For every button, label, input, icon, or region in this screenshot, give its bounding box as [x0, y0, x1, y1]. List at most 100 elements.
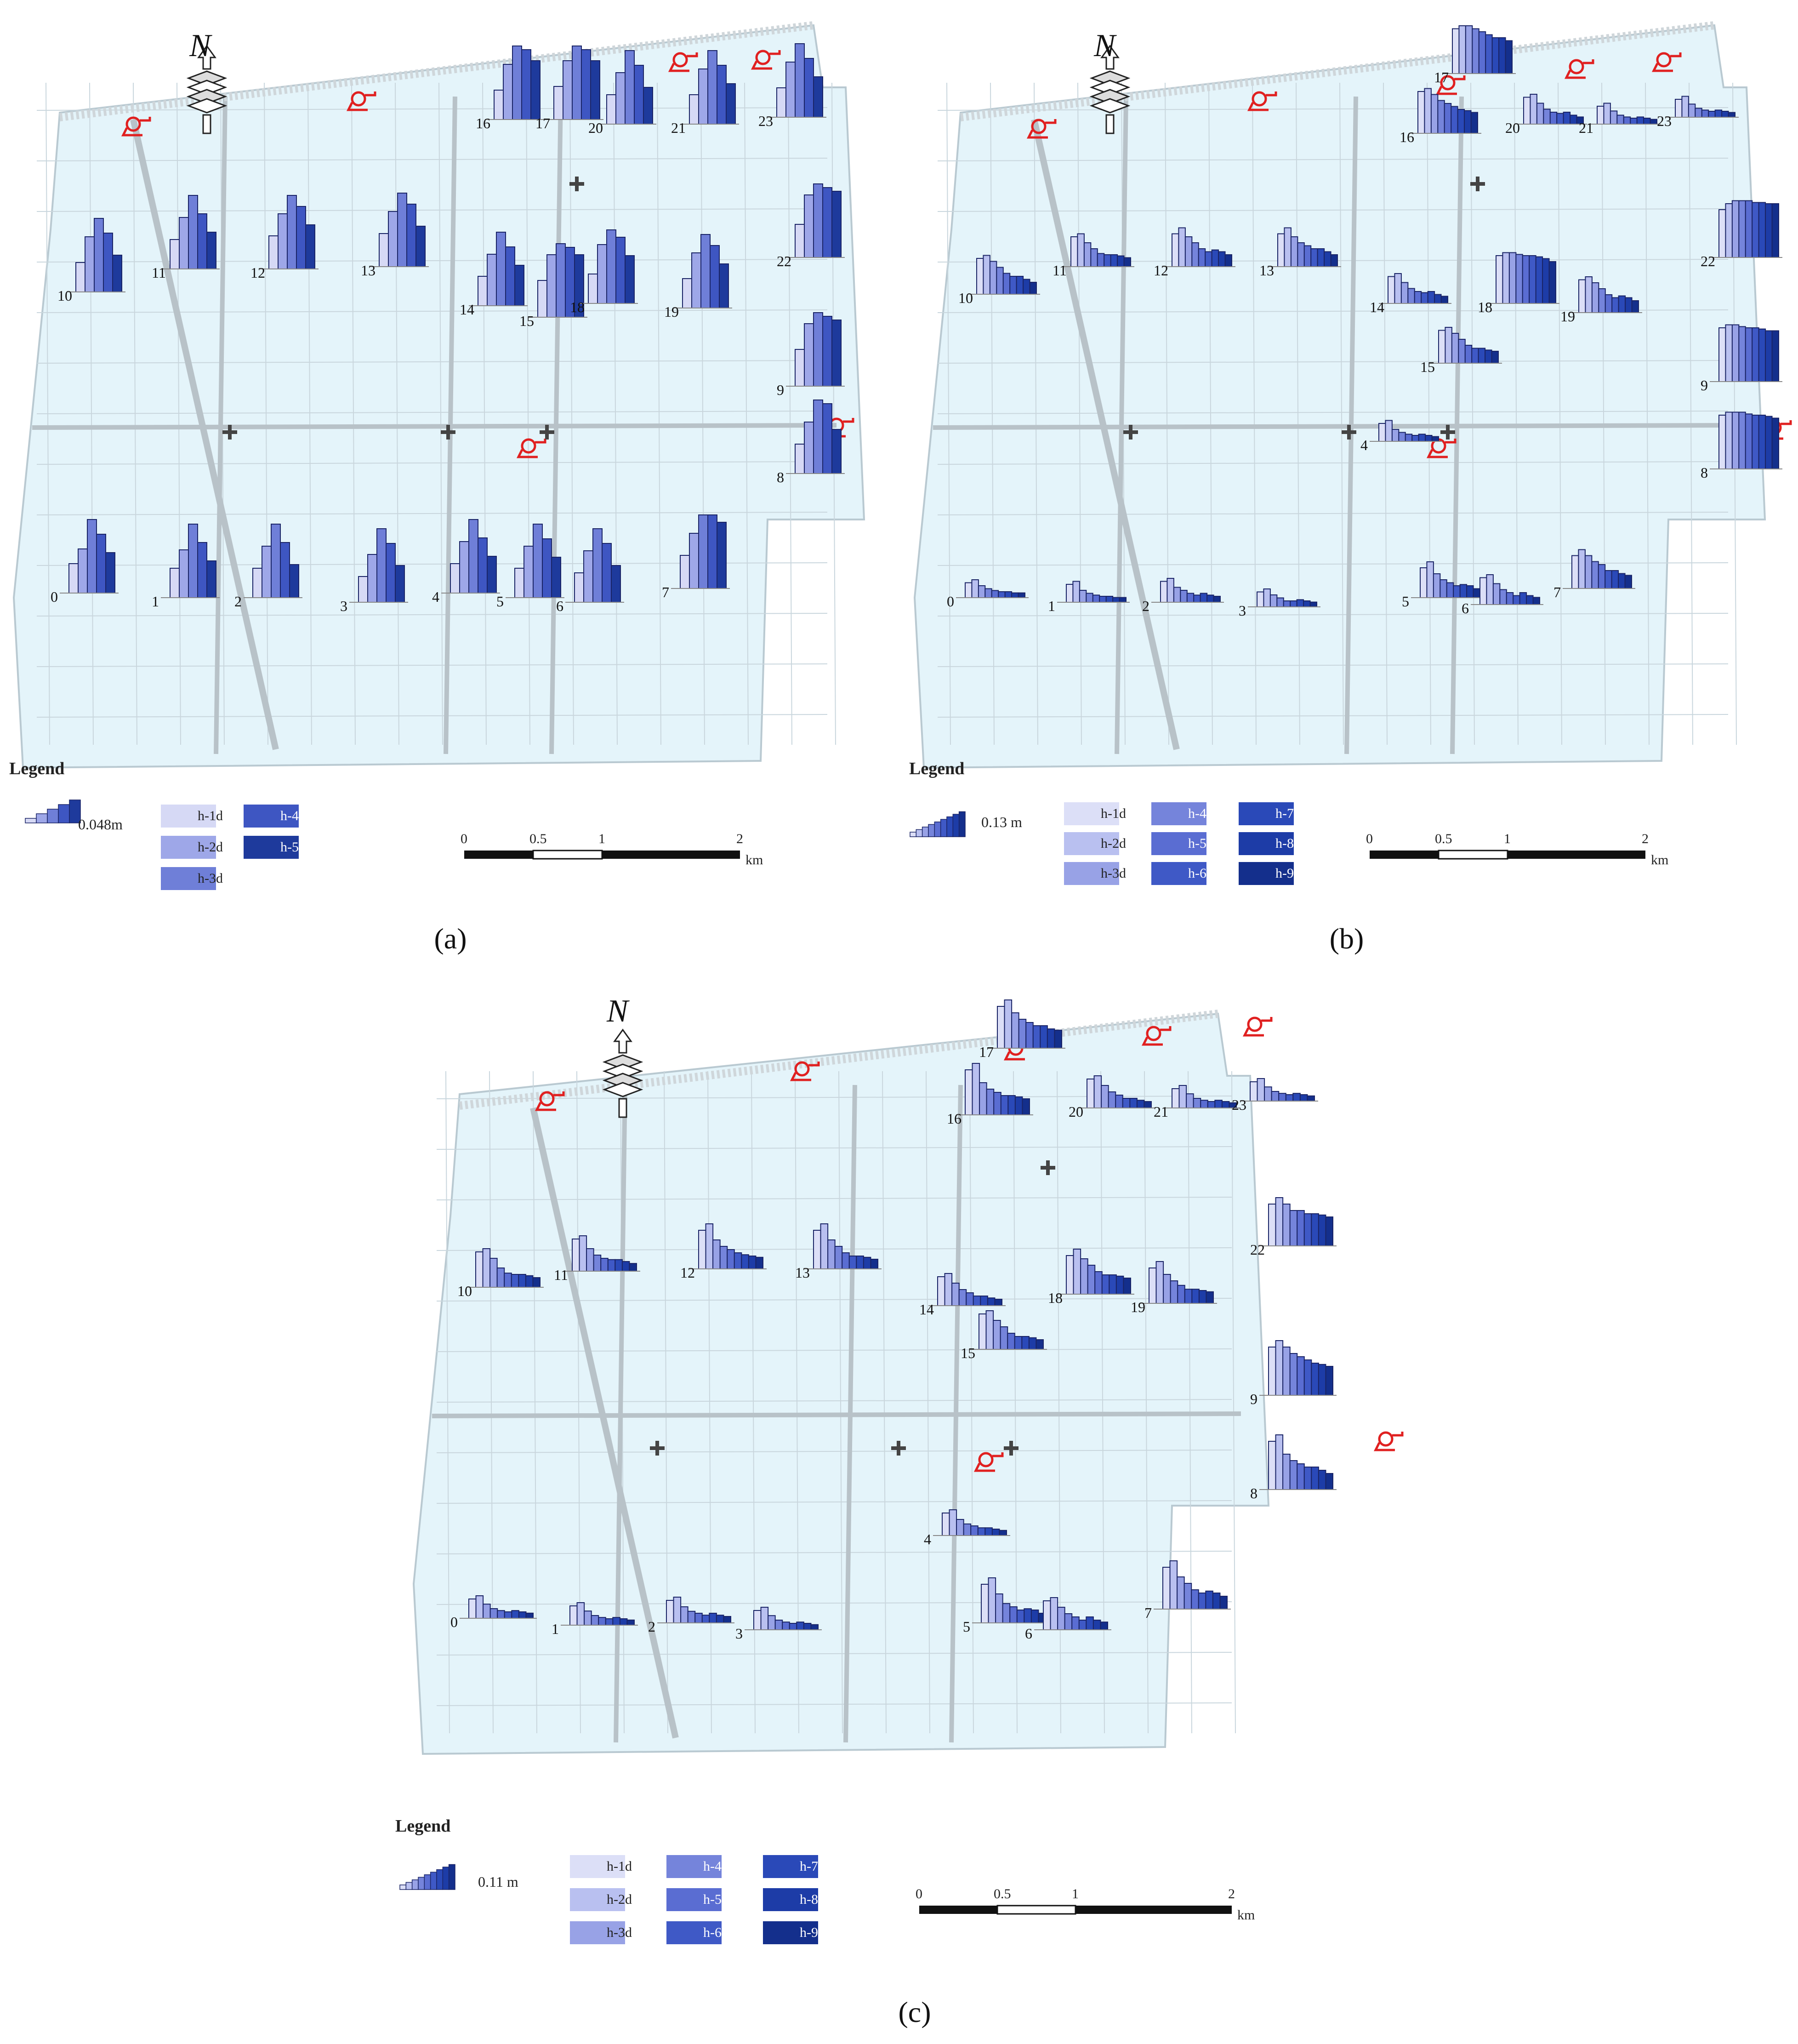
crossroad-marker-icon	[650, 1441, 665, 1456]
station-bar	[1078, 1620, 1087, 1630]
station-label: 16	[476, 115, 490, 131]
station-bar	[782, 1621, 790, 1630]
station-bar	[1101, 1085, 1109, 1108]
station-bar	[1109, 1274, 1117, 1295]
station-bar	[112, 255, 122, 292]
crossroad-marker-icon	[1470, 177, 1485, 191]
station-bar	[1284, 227, 1292, 267]
station-bar	[1073, 1249, 1081, 1295]
crossroad-marker-icon	[222, 425, 237, 440]
station-label: 8	[1701, 464, 1708, 481]
station-bar	[1282, 1204, 1291, 1246]
station-bar	[1191, 1289, 1200, 1304]
station-bar	[598, 1617, 606, 1626]
station-bar	[842, 1252, 850, 1269]
station-bar	[813, 312, 823, 387]
station-bar	[602, 543, 612, 603]
station-bar	[1018, 1019, 1027, 1049]
station-bar	[1618, 573, 1626, 589]
station-bar	[482, 1248, 491, 1288]
station-bar	[1505, 40, 1513, 74]
station-bar	[1388, 276, 1395, 304]
field-line	[436, 1500, 1232, 1504]
station-chart	[1248, 588, 1320, 608]
field-line	[1383, 82, 1388, 745]
scale-tick-label: 0	[461, 831, 467, 846]
scale-tick-label: 1	[1504, 831, 1511, 846]
field-line	[526, 82, 530, 745]
station-bar	[804, 58, 814, 118]
station-bar	[1532, 597, 1540, 605]
station-chart	[956, 579, 1029, 599]
crossroad-marker-icon	[569, 177, 584, 191]
station-bar	[1184, 236, 1193, 267]
station-label: 6	[1025, 1625, 1032, 1642]
station-bar	[1317, 248, 1325, 267]
station-bar	[1303, 1467, 1312, 1490]
station-label: 20	[1505, 120, 1520, 136]
station-label: 9	[1701, 377, 1708, 394]
station-bar	[625, 50, 635, 125]
pump-station-icon	[1564, 59, 1594, 79]
station-bar	[1119, 597, 1127, 603]
station-bar	[1529, 255, 1536, 304]
station-bar	[521, 49, 531, 120]
field-line	[36, 613, 828, 617]
station-bar	[1605, 570, 1612, 589]
station-bar	[682, 278, 692, 308]
station-bar	[1311, 1467, 1319, 1490]
station-chart	[988, 999, 1065, 1049]
scale-tick-label: 0.5	[529, 831, 547, 846]
station-bar	[296, 206, 306, 269]
station-bar	[973, 1296, 981, 1306]
station-bar	[1271, 1091, 1280, 1102]
station-bar	[1184, 1289, 1193, 1304]
map-canvas-b	[910, 21, 1792, 860]
station-bar	[795, 43, 805, 118]
field-line	[1427, 82, 1431, 745]
station-bar	[1543, 108, 1551, 125]
station-bar	[1624, 575, 1632, 589]
pump-station-icon	[668, 52, 698, 72]
station-bar	[1268, 1441, 1276, 1490]
station-bar	[998, 591, 1006, 598]
station-bar	[615, 1259, 623, 1272]
station-bar	[1292, 1093, 1301, 1102]
station-label: 7	[662, 584, 669, 600]
station-bar	[1311, 1213, 1319, 1246]
station-label: 11	[152, 264, 166, 281]
station-bar	[1172, 1088, 1180, 1108]
station-chart	[956, 1063, 1033, 1115]
station-bar	[553, 86, 563, 120]
station-bar	[1458, 25, 1466, 74]
station-bar	[1303, 1213, 1312, 1246]
station-bar	[1738, 200, 1746, 258]
station-bar	[1445, 327, 1452, 364]
station-bar	[988, 1577, 996, 1623]
station-bar	[1597, 106, 1605, 125]
station-bar	[795, 444, 805, 474]
scale-bar	[1370, 850, 1645, 860]
station-bar	[991, 590, 999, 599]
station-bar	[1318, 1364, 1326, 1396]
station-label: 11	[1053, 262, 1067, 279]
crossroad-marker-icon	[1342, 425, 1356, 440]
station-bar	[1050, 1597, 1058, 1630]
station-label: 7	[1553, 584, 1561, 600]
station-bar	[1297, 242, 1305, 267]
station-bar	[1591, 561, 1599, 589]
station-bar	[741, 1254, 749, 1270]
station-bar	[1464, 110, 1472, 134]
station-bar	[289, 564, 299, 598]
station-chart	[1062, 233, 1134, 268]
station-chart	[1409, 88, 1481, 134]
station-chart	[529, 243, 587, 318]
station-bar	[1310, 248, 1318, 267]
station-chart	[441, 519, 500, 594]
map-canvas-a	[12, 21, 865, 860]
legend-swatch	[763, 1855, 818, 1878]
station-bar	[1616, 114, 1624, 125]
station-bar	[1070, 236, 1078, 267]
station-bar	[1097, 253, 1105, 268]
station-bar	[1275, 1434, 1284, 1490]
